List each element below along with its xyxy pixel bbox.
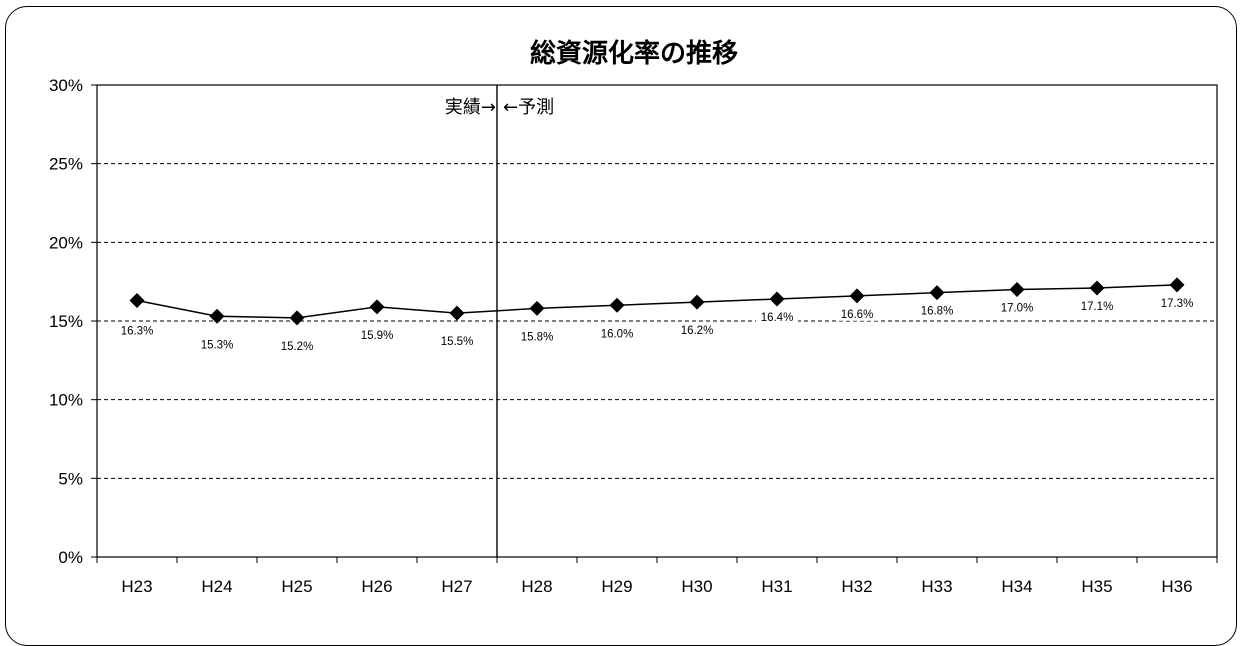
data-label: 17.1% [1081, 301, 1114, 313]
data-label-bg [276, 337, 318, 353]
y-tick-label: 10% [49, 391, 83, 410]
axes [91, 84, 1218, 563]
y-tick-label: 0% [58, 548, 83, 567]
y-tick-label: 30% [49, 76, 83, 95]
data-point-marker [1089, 280, 1105, 296]
forecast-label: ←予測 [503, 97, 554, 118]
data-point-marker [929, 285, 945, 301]
data-label: 15.9% [361, 330, 394, 342]
x-tick-label: H26 [361, 577, 392, 596]
data-point-marker [689, 294, 705, 310]
x-tick-label: H23 [121, 577, 152, 596]
y-tick-label: 15% [49, 312, 83, 331]
data-label-bg [836, 305, 878, 321]
data-point-marker [1009, 282, 1025, 298]
x-tick-label: H24 [201, 577, 232, 596]
data-label: 15.8% [521, 331, 554, 343]
data-label-bg [676, 322, 718, 338]
data-label-bg [756, 308, 798, 324]
x-tick-label: H31 [761, 577, 792, 596]
data-label: 16.6% [841, 309, 874, 321]
y-tick-label: 25% [49, 155, 83, 174]
x-tick-label: H29 [601, 577, 632, 596]
data-label-bg [1156, 294, 1198, 310]
data-point-marker [209, 308, 225, 324]
x-tick-label: H27 [441, 577, 472, 596]
y-tick-label: 20% [49, 233, 83, 252]
data-label: 16.4% [761, 312, 794, 324]
y-axis-ticks: 0% 5% 10% 15% 20% 25% 30% [49, 76, 83, 567]
y-tick-label: 5% [58, 469, 83, 488]
data-point-marker [609, 297, 625, 313]
x-axis-ticks: H23 H24 H25 H26 H27 H28 H29 H30 H31 H32 H33 H34 H35 H… [121, 577, 1192, 596]
actual-label: 実績→ [445, 97, 496, 118]
data-labels: 16.3% 15.3% 15.2% 15.9% 15.5% 15.8% 16.0% 16.2%… [116, 294, 1198, 353]
x-tick-label: H33 [921, 577, 952, 596]
x-tick-label: H32 [841, 577, 872, 596]
data-label-bg [1076, 297, 1118, 313]
x-tick-label: H35 [1081, 577, 1112, 596]
data-point-marker [849, 288, 865, 304]
series-line [129, 277, 1185, 326]
data-label-bg [596, 325, 638, 341]
data-label-bg [356, 326, 398, 342]
data-label: 16.8% [921, 306, 954, 318]
data-point-marker [449, 305, 465, 321]
data-point-marker [369, 299, 385, 315]
data-label-bg [516, 328, 558, 344]
data-label: 15.5% [441, 336, 474, 348]
x-tick-label: H34 [1001, 577, 1032, 596]
data-point-marker [529, 300, 545, 316]
data-point-marker [129, 293, 145, 309]
data-point-marker [1169, 277, 1185, 293]
data-label-bg [116, 322, 158, 338]
chart: 総資源化率の推移 0%5%10%15%20%25%30% H23 H24 H25 H2… [49, 38, 1218, 596]
data-label-bg [436, 333, 478, 349]
x-tick-label: H36 [1161, 577, 1192, 596]
data-label: 16.3% [121, 326, 154, 338]
data-label: 17.0% [1001, 303, 1034, 315]
data-point-marker [289, 310, 305, 326]
actual-forecast-divider: 実績→ ←予測 [445, 85, 554, 557]
series-line-path [136, 284, 1178, 319]
data-point-marker [769, 291, 785, 307]
data-label: 16.0% [601, 328, 634, 340]
x-tick-label: H30 [681, 577, 712, 596]
x-tick-label: H25 [281, 577, 312, 596]
data-label: 17.3% [1161, 298, 1194, 310]
data-label: 15.3% [201, 339, 234, 351]
chart-title: 総資源化率の推移 [530, 38, 738, 69]
x-tick-label: H28 [521, 577, 552, 596]
data-label: 15.2% [281, 341, 314, 353]
data-label-bg [916, 302, 958, 318]
grid-lines [97, 163, 1217, 479]
data-label-bg [196, 336, 238, 352]
data-label-bg [996, 299, 1038, 315]
data-label: 16.2% [681, 325, 714, 337]
